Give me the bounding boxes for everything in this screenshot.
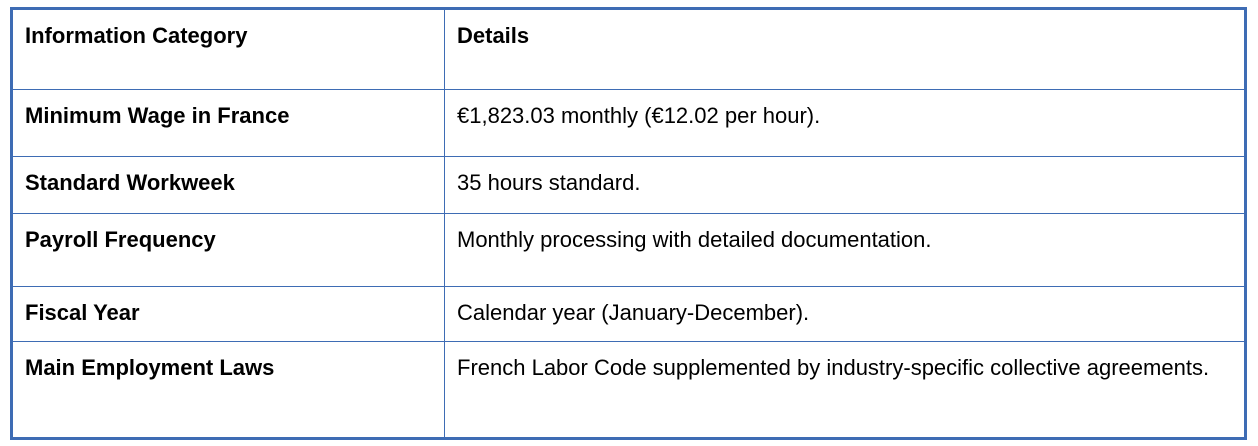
- table-row: Fiscal Year Calendar year (January-Decem…: [11, 286, 1246, 342]
- table-row: Minimum Wage in France €1,823.03 monthly…: [11, 89, 1246, 157]
- details-cell: 35 hours standard.: [444, 156, 1246, 214]
- header-row: Information Category Details: [11, 8, 1246, 90]
- table-body: Minimum Wage in France €1,823.03 monthly…: [11, 89, 1246, 439]
- table-row: Payroll Frequency Monthly processing wit…: [11, 213, 1246, 287]
- category-cell: Minimum Wage in France: [11, 89, 445, 157]
- category-cell: Fiscal Year: [11, 286, 445, 342]
- details-cell: Monthly processing with detailed documen…: [444, 213, 1246, 287]
- table-header: Information Category Details: [11, 8, 1246, 90]
- table-row: Main Employment Laws French Labor Code s…: [11, 341, 1246, 439]
- category-cell: Payroll Frequency: [11, 213, 445, 287]
- info-table: Information Category Details Minimum Wag…: [10, 7, 1247, 440]
- table-row: Standard Workweek 35 hours standard.: [11, 156, 1246, 214]
- header-cell-category: Information Category: [11, 8, 445, 90]
- header-cell-details: Details: [444, 8, 1246, 90]
- category-cell: Standard Workweek: [11, 156, 445, 214]
- category-cell: Main Employment Laws: [11, 341, 445, 439]
- details-cell: Calendar year (January-December).: [444, 286, 1246, 342]
- details-cell: French Labor Code supplemented by indust…: [444, 341, 1246, 439]
- details-cell: €1,823.03 monthly (€12.02 per hour).: [444, 89, 1246, 157]
